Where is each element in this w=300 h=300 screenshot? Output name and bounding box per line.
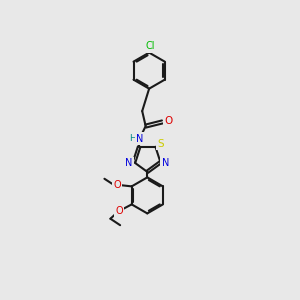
Text: Cl: Cl <box>146 41 155 51</box>
Text: H: H <box>129 134 136 143</box>
Text: N: N <box>136 134 144 144</box>
Text: S: S <box>157 139 164 149</box>
Text: O: O <box>113 179 121 190</box>
Text: N: N <box>162 158 169 168</box>
Text: O: O <box>115 206 123 216</box>
Text: O: O <box>164 116 172 127</box>
Text: N: N <box>125 158 133 168</box>
